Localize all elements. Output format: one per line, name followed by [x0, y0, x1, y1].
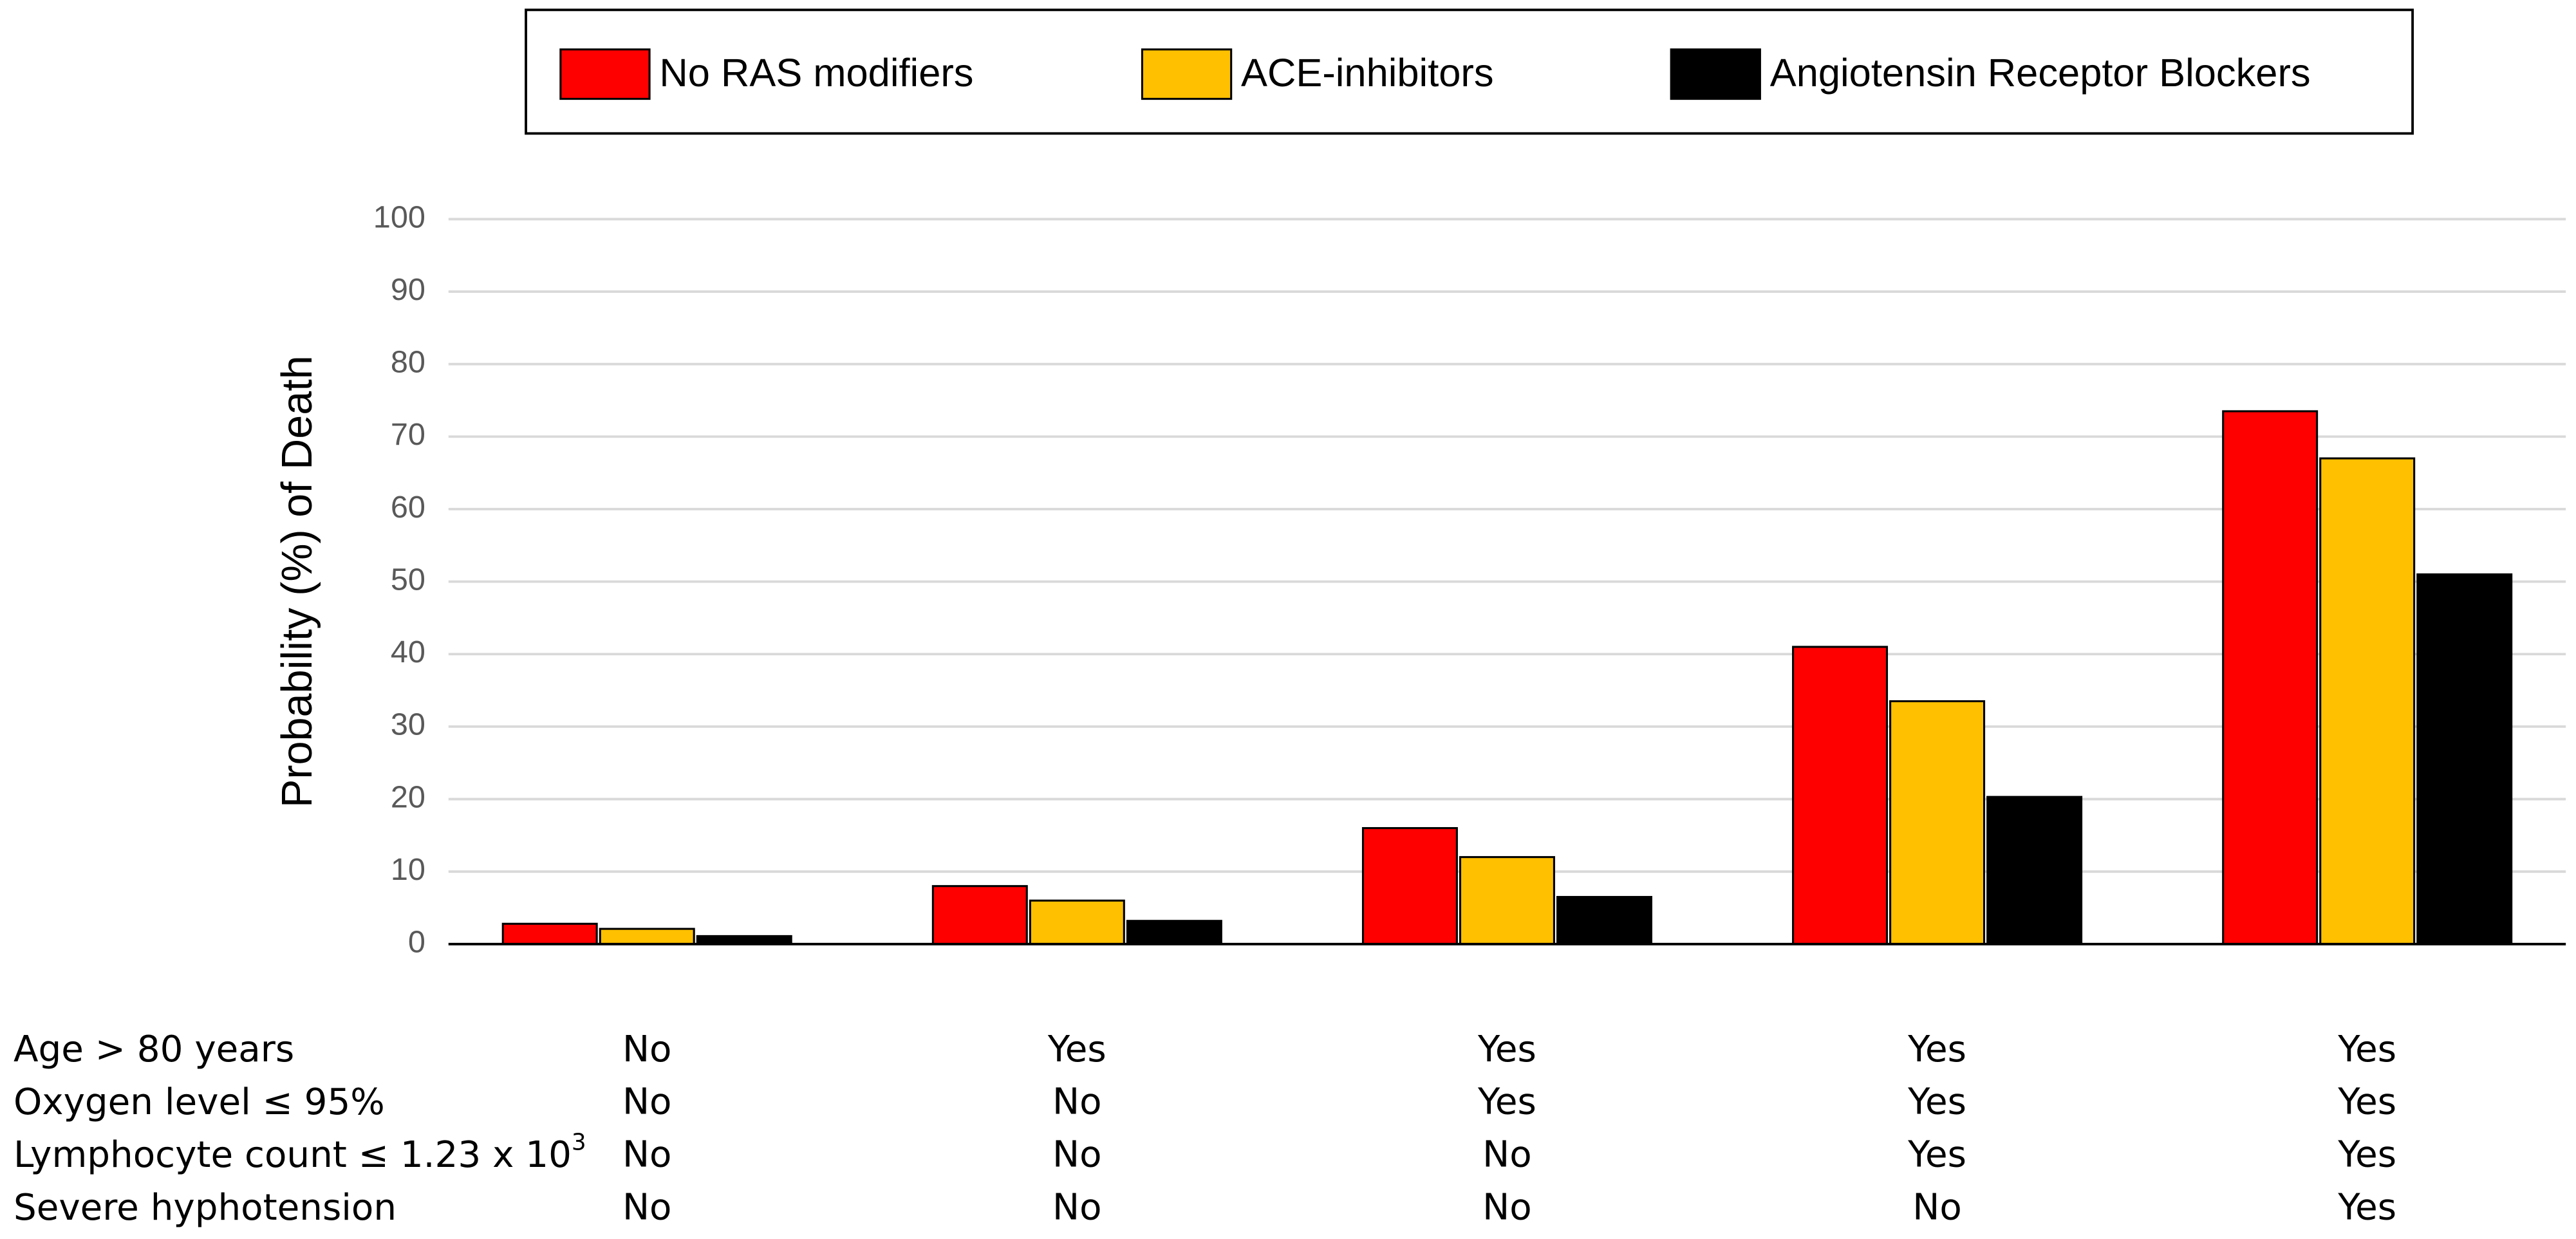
y-tick-label: 20 [391, 779, 425, 814]
row-value: Yes [2337, 1081, 2396, 1123]
y-axis-label: Probability (%) of Death [274, 355, 321, 808]
bar [1986, 796, 2083, 946]
row-value: Yes [1047, 1029, 1106, 1070]
legend-box [525, 8, 2414, 135]
row-label: Severe hyphotension [14, 1187, 397, 1229]
legend-swatch [1141, 48, 1233, 100]
bar [1792, 646, 1889, 946]
row-value: Yes [1907, 1029, 1966, 1070]
row-value: Yes [1907, 1081, 1966, 1123]
y-tick-label: 100 [373, 200, 425, 234]
row-value: Yes [2337, 1134, 2396, 1176]
row-value: No [1912, 1187, 1962, 1229]
superscript: 3 [572, 1130, 586, 1156]
row-value: No [622, 1081, 672, 1123]
y-tick-label: 70 [391, 417, 425, 452]
legend-swatch [559, 48, 651, 100]
row-label: Age > 80 years [14, 1029, 294, 1070]
y-tick-label: 40 [391, 635, 425, 669]
y-tick-label: 60 [391, 490, 425, 525]
bar [2319, 457, 2416, 946]
bar [2222, 410, 2319, 946]
row-value: Yes [2337, 1187, 2396, 1229]
row-label-text: Age > 80 years [14, 1029, 294, 1070]
bar [931, 885, 1028, 946]
y-tick-label: 0 [408, 925, 425, 960]
row-value: No [1482, 1187, 1532, 1229]
bar [1361, 827, 1458, 946]
row-value: No [622, 1187, 672, 1229]
row-label: Lymphocyte count ≤ 1.23 x 103 [14, 1130, 586, 1176]
bar [1459, 856, 1555, 946]
row-value: Yes [1477, 1081, 1536, 1123]
row-value: No [1482, 1134, 1532, 1176]
row-value: Yes [1907, 1134, 1966, 1176]
bar [1889, 700, 1986, 946]
legend-label: ACE-inhibitors [1241, 51, 1494, 95]
row-label-text: Severe hyphotension [14, 1187, 397, 1229]
row-label-text: Lymphocyte count ≤ 1.23 x 10 [14, 1134, 572, 1176]
bar [599, 927, 695, 946]
bar [1126, 920, 1222, 946]
y-tick-label: 90 [391, 272, 425, 307]
legend-label: Angiotensin Receptor Blockers [1770, 51, 2311, 95]
row-value: No [622, 1029, 672, 1070]
y-tick-label: 50 [391, 562, 425, 597]
row-value: No [1052, 1134, 1102, 1176]
row-value: Yes [1477, 1029, 1536, 1070]
row-value: No [1052, 1187, 1102, 1229]
legend-label: No RAS modifiers [659, 51, 973, 95]
bar [1556, 896, 1652, 946]
y-tick-label: 30 [391, 707, 425, 742]
row-label-text: Oxygen level ≤ 95% [14, 1081, 385, 1123]
row-value: Yes [2337, 1029, 2396, 1070]
y-tick-label: 80 [391, 345, 425, 380]
bar [1029, 899, 1125, 946]
row-label: Oxygen level ≤ 95% [14, 1081, 385, 1123]
row-value: No [1052, 1081, 1102, 1123]
row-value: No [622, 1134, 672, 1176]
legend-swatch [1670, 48, 1761, 100]
bar [501, 922, 598, 946]
bar [2416, 573, 2513, 946]
y-tick-label: 10 [391, 852, 425, 887]
